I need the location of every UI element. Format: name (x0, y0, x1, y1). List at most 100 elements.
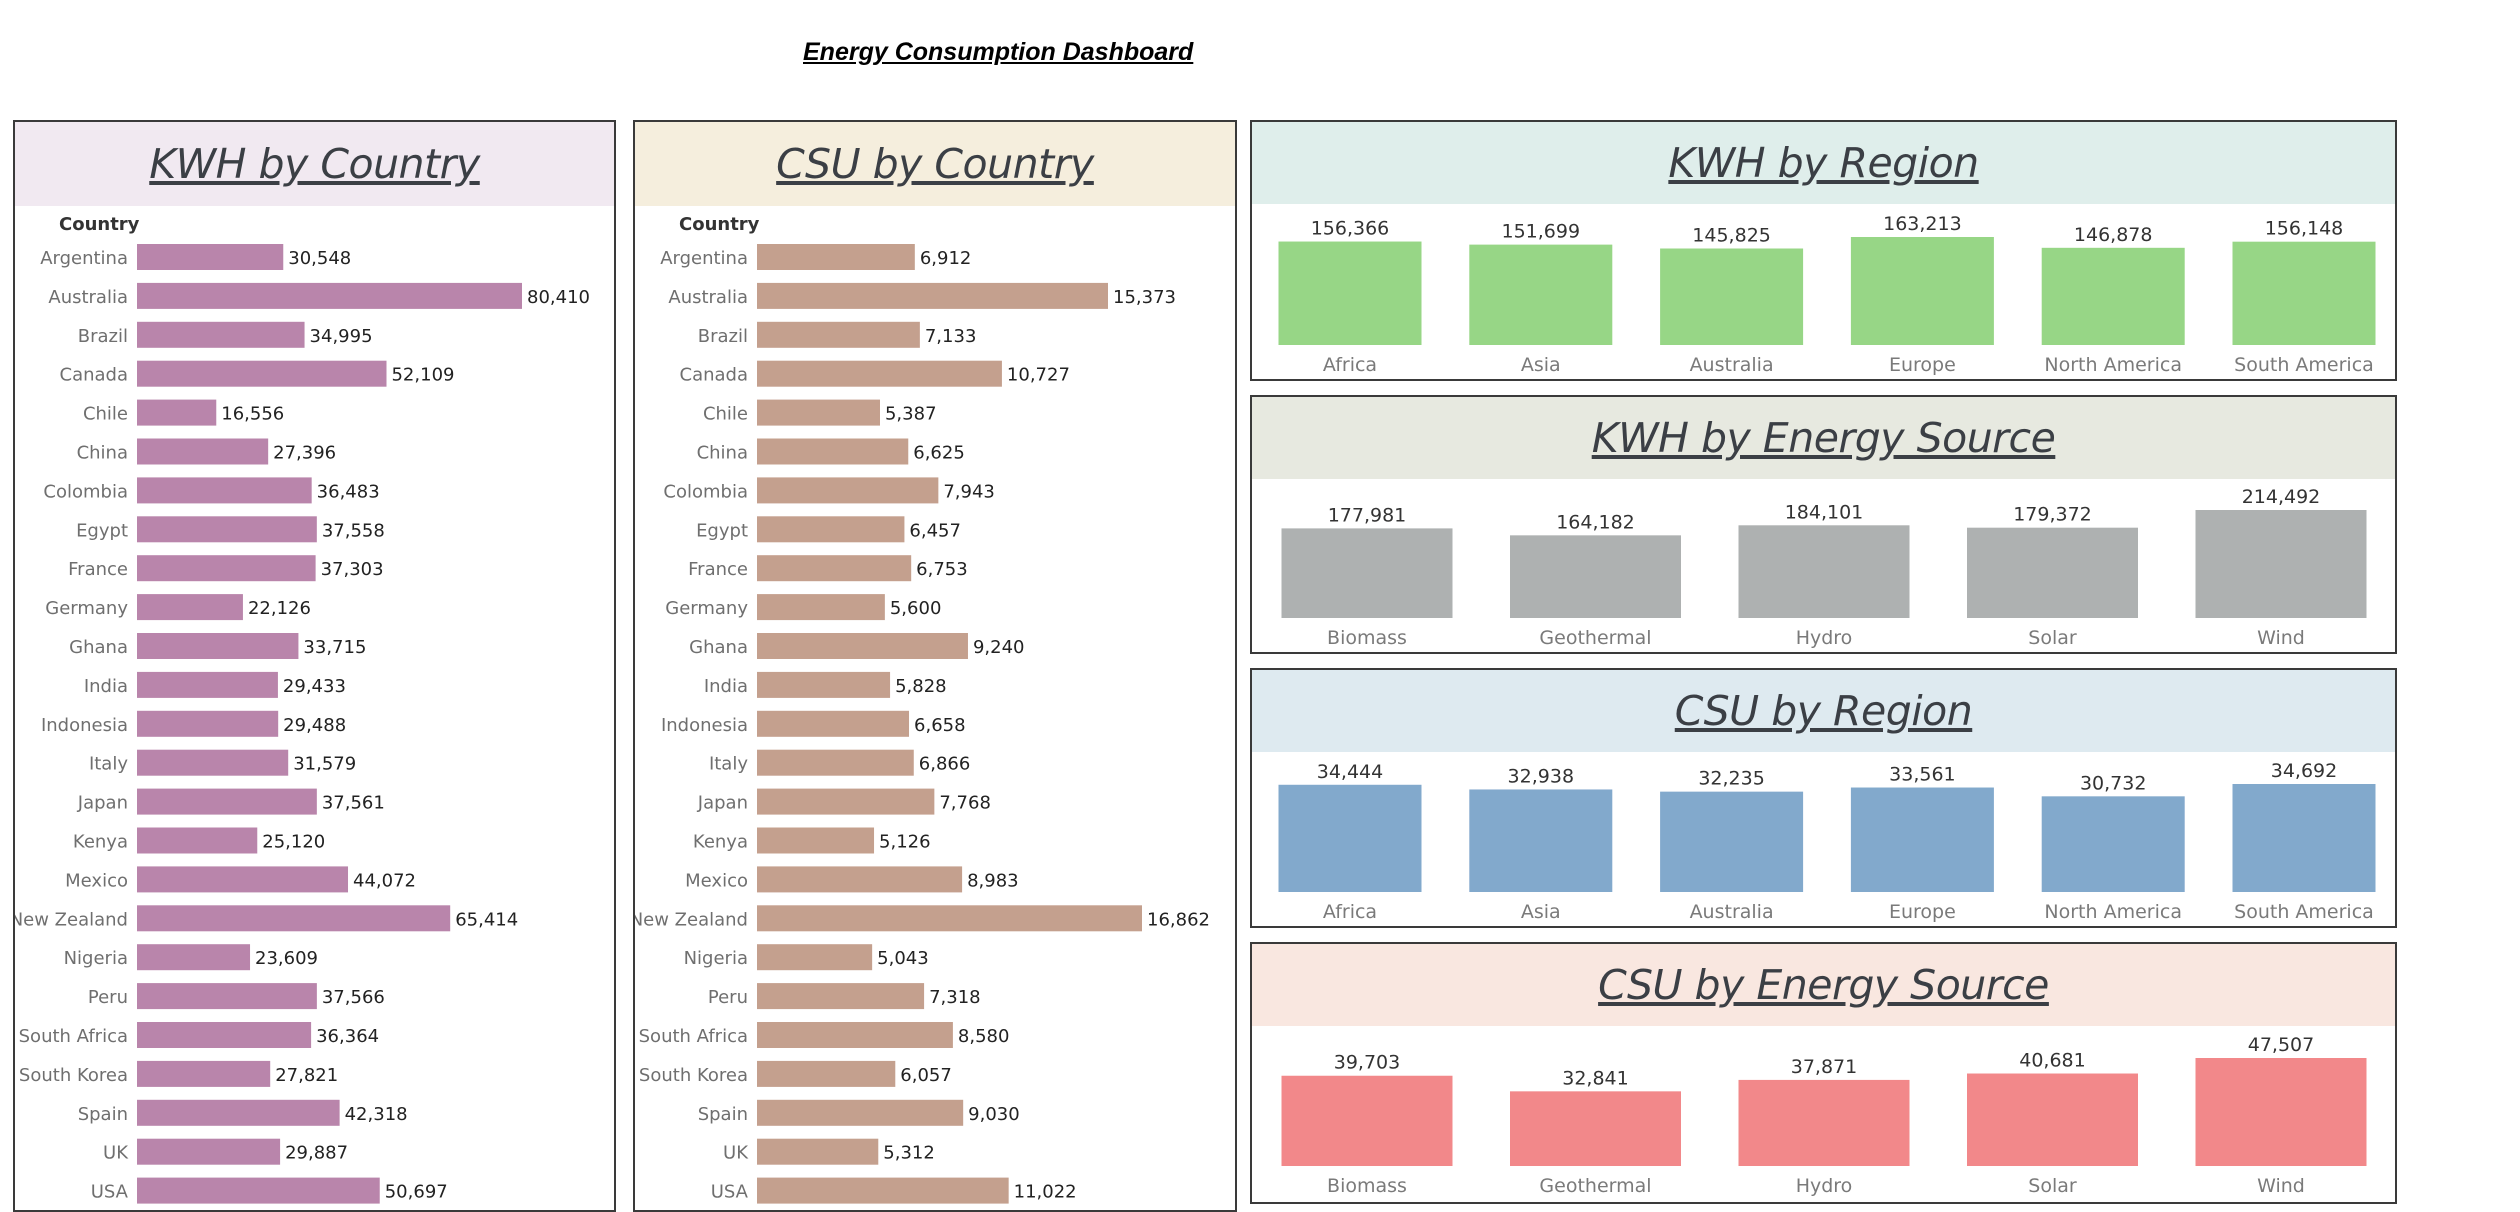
data-label-europe: 33,561 (1889, 764, 1955, 786)
category-label-australia: Australia (1690, 354, 1774, 376)
category-label-new-zealand: New Zealand (635, 909, 748, 930)
data-label-japan: 37,561 (322, 793, 385, 814)
data-label-south-america: 34,692 (2271, 760, 2337, 782)
category-label-japan: Japan (697, 793, 748, 814)
csu-by-region-panel: CSU by Region 34,444 Africa 32,938 Asia 32,2… (1250, 668, 2397, 928)
bar-spain (137, 1099, 340, 1126)
bar-hydro (1738, 525, 1910, 618)
data-label-south-korea: 27,821 (275, 1065, 338, 1086)
bar-australia (1660, 791, 1804, 892)
data-label-kenya: 25,120 (262, 832, 325, 853)
data-label-australia: 80,410 (527, 287, 590, 308)
bar-germany (137, 594, 243, 621)
bar-mexico (137, 866, 349, 893)
csu-by-country-panel: CSU by Country Country Argentina 6,912 Aust… (633, 120, 1237, 1212)
bar-africa (1278, 241, 1422, 345)
panel-title: KWH by Energy Source (1591, 414, 2056, 462)
bar-solar (1967, 527, 2138, 618)
category-label-india: India (84, 676, 128, 697)
data-label-france: 37,303 (321, 559, 384, 580)
category-label-mexico: Mexico (65, 870, 128, 891)
panel-title: CSU by Region (1674, 687, 1973, 735)
data-label-wind: 214,492 (2242, 486, 2321, 508)
data-label-chile: 5,387 (885, 404, 937, 425)
bar-australia (1660, 248, 1804, 345)
category-label-usa: USA (91, 1182, 129, 1203)
data-label-indonesia: 6,658 (914, 715, 966, 736)
bar-france (137, 555, 316, 582)
category-label-france: France (68, 559, 128, 580)
category-label-egypt: Egypt (696, 520, 748, 541)
bar-canada (137, 360, 387, 387)
bar-mexico (757, 866, 963, 893)
kwh-by-energy-source-panel: KWH by Energy Source 177,981 Biomass 164,1… (1250, 395, 2397, 654)
category-label-usa: USA (711, 1182, 749, 1203)
category-label-colombia: Colombia (663, 481, 748, 502)
data-label-wind: 47,507 (2248, 1034, 2314, 1056)
data-label-spain: 9,030 (968, 1104, 1020, 1125)
category-label-colombia: Colombia (43, 481, 128, 502)
panel-title: KWH by Region (1668, 139, 1979, 187)
category-label-ghana: Ghana (689, 637, 748, 658)
kwh-by-region-chart: 156,366 Africa 151,699 Asia 145,825 Australia… (1278, 213, 2376, 376)
bar-japan (757, 788, 935, 815)
category-label-south-korea: South Korea (19, 1065, 128, 1086)
data-label-spain: 42,318 (345, 1104, 408, 1125)
data-label-peru: 37,566 (322, 987, 385, 1008)
category-label-solar: Solar (2028, 1175, 2077, 1197)
bar-japan (137, 788, 317, 815)
data-label-india: 29,433 (283, 676, 346, 697)
data-label-mexico: 44,072 (353, 870, 416, 891)
bar-europe (1850, 787, 1994, 892)
bar-nigeria (757, 944, 873, 971)
kwh-by-energy-source-chart: 177,981 Biomass 164,182 Geothermal 184,101 Hy… (1281, 486, 2367, 649)
category-label-africa: Africa (1323, 901, 1377, 923)
category-label-germany: Germany (665, 598, 748, 619)
panel-title: CSU by Country (776, 140, 1094, 188)
panel-header: CSU by Region (1252, 670, 2395, 752)
bar-biomass (1281, 1075, 1453, 1166)
category-label-asia: Asia (1521, 354, 1561, 376)
category-label-indonesia: Indonesia (41, 715, 128, 736)
data-label-brazil: 34,995 (310, 326, 373, 347)
data-label-north-america: 30,732 (2080, 772, 2146, 794)
panel-header: CSU by Country (635, 122, 1235, 206)
data-label-china: 6,625 (913, 443, 965, 464)
category-label-australia: Australia (1690, 901, 1774, 923)
category-label-geothermal: Geothermal (1539, 1175, 1651, 1197)
category-label-italy: Italy (709, 754, 748, 775)
bar-ghana (757, 633, 968, 659)
data-label-south-africa: 8,580 (958, 1026, 1010, 1047)
data-label-canada: 52,109 (391, 365, 454, 386)
bar-peru (757, 983, 925, 1010)
bar-australia (137, 282, 522, 309)
kwh-by-country-panel: KWH by Country Country Argentina 30,548 Aus… (13, 120, 616, 1212)
category-label-south-america: South America (2234, 901, 2374, 923)
category-label-hydro: Hydro (1796, 627, 1853, 649)
bar-europe (1850, 237, 1994, 345)
category-label-chile: Chile (703, 404, 748, 425)
data-label-asia: 32,938 (1508, 765, 1574, 787)
bar-new-zealand (137, 905, 451, 932)
data-label-japan: 7,768 (939, 793, 991, 814)
category-label-ghana: Ghana (69, 637, 128, 658)
category-label-italy: Italy (89, 754, 128, 775)
category-label-asia: Asia (1521, 901, 1561, 923)
category-label-china: China (77, 443, 128, 464)
bar-indonesia (137, 710, 279, 737)
data-label-peru: 7,318 (929, 987, 981, 1008)
data-label-kenya: 5,126 (879, 832, 931, 853)
category-label-brazil: Brazil (78, 326, 128, 347)
bar-france (757, 555, 912, 582)
panel-header: CSU by Energy Source (1252, 944, 2395, 1026)
category-label-south-africa: South Africa (19, 1026, 128, 1047)
data-label-australia: 32,235 (1698, 768, 1764, 790)
category-label-europe: Europe (1889, 901, 1956, 923)
bar-italy (137, 749, 289, 776)
data-label-south-america: 156,148 (2265, 218, 2344, 240)
bar-colombia (757, 477, 939, 504)
data-label-argentina: 30,548 (288, 248, 351, 269)
csu-by-energy-source-panel: CSU by Energy Source 39,703 Biomass 32,841… (1250, 942, 2397, 1204)
category-label-australia: Australia (48, 287, 128, 308)
category-label-canada: Canada (680, 365, 749, 386)
